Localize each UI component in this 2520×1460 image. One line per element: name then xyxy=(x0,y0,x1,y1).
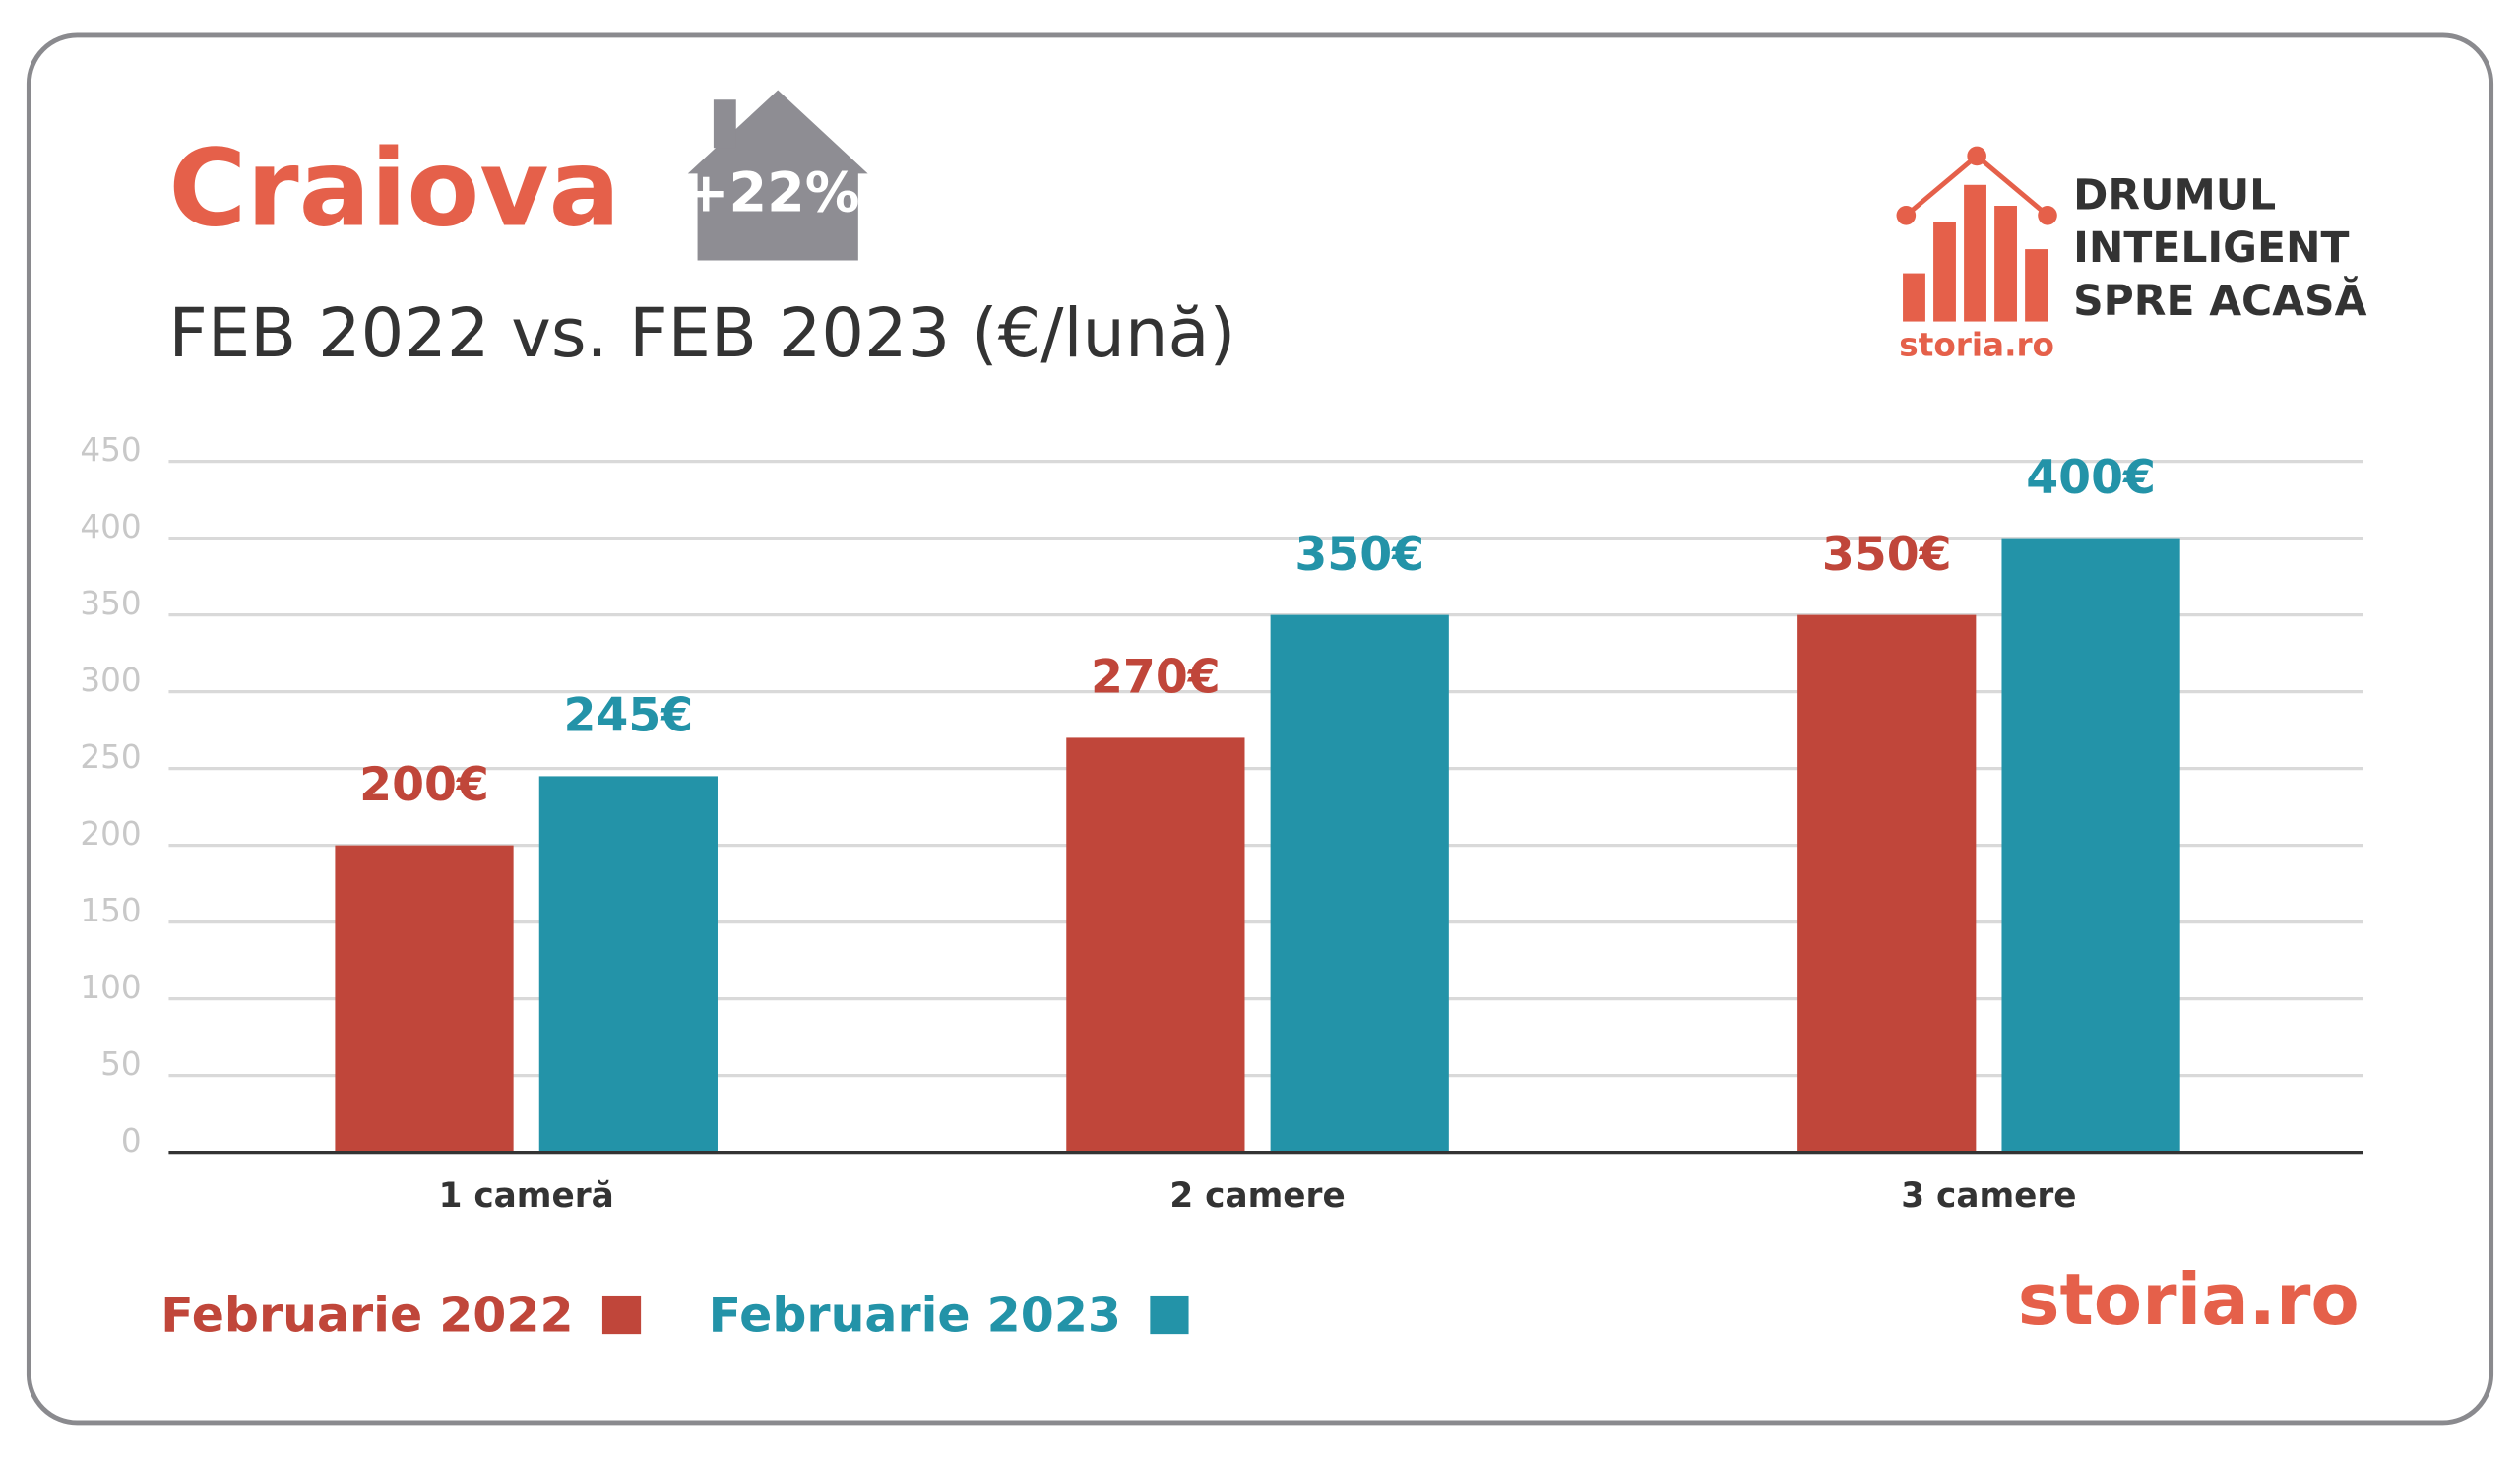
value-label: 245€ xyxy=(564,689,694,743)
value-label: 350€ xyxy=(1294,528,1424,582)
chart-subtitle: FEB 2022 vs. FEB 2023 (€/lună) xyxy=(168,294,1235,373)
badge-house xyxy=(687,90,868,261)
y-tick-label: 50 xyxy=(100,1046,142,1083)
legend-label: Februarie 2022 xyxy=(160,1287,573,1343)
bar xyxy=(1270,614,1449,1153)
bar xyxy=(538,776,718,1153)
brand-line: INTELIGENT xyxy=(2073,224,2349,273)
y-tick-label: 100 xyxy=(80,969,141,1006)
y-tick-label: 200 xyxy=(80,815,141,853)
x-tick-label: 3 camere xyxy=(1901,1176,2076,1216)
value-label: 400€ xyxy=(2026,451,2156,505)
brand-line: SPRE ACASĂ xyxy=(2073,276,2367,326)
y-tick-label: 300 xyxy=(80,662,141,699)
bar xyxy=(2001,538,2180,1153)
legend-swatch xyxy=(601,1295,642,1335)
bar xyxy=(335,845,514,1153)
bar xyxy=(1066,737,1245,1153)
x-tick-label: 1 cameră xyxy=(439,1176,614,1216)
y-tick-label: 400 xyxy=(80,508,141,545)
badge-text: +22% xyxy=(683,160,859,224)
y-tick-label: 150 xyxy=(80,892,141,929)
chart-title: Craiova xyxy=(168,128,620,251)
value-label: 200€ xyxy=(359,758,489,812)
y-tick-label: 350 xyxy=(80,585,141,622)
footer-logo: storia.ro xyxy=(2018,1258,2360,1341)
brand-line: DRUMUL xyxy=(2073,171,2276,220)
x-tick-label: 2 camere xyxy=(1169,1176,1345,1216)
value-label: 350€ xyxy=(1822,528,1952,582)
value-label: 270€ xyxy=(1091,651,1221,705)
legend-swatch xyxy=(1150,1295,1189,1335)
y-tick-label: 450 xyxy=(80,431,141,469)
bar xyxy=(1797,614,1977,1153)
brand-logo xyxy=(1896,146,2057,322)
brand-logo-text: storia.ro xyxy=(1899,327,2054,364)
y-tick-label: 250 xyxy=(80,738,141,776)
y-tick-label: 0 xyxy=(121,1122,142,1160)
legend-label: Februarie 2023 xyxy=(709,1287,1121,1343)
